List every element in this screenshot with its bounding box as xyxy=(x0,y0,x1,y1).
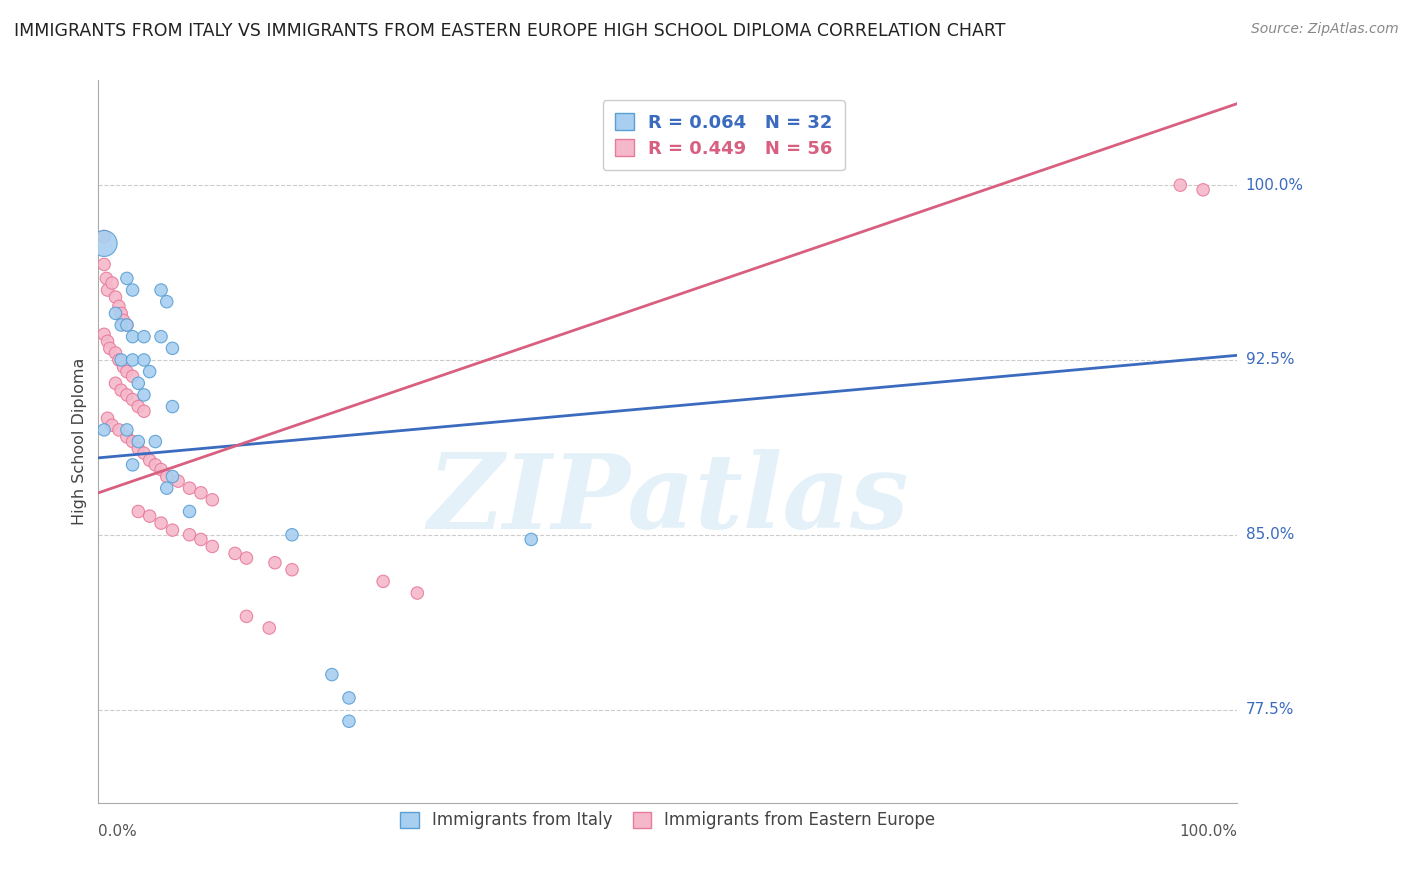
Point xyxy=(321,667,343,681)
Point xyxy=(115,423,138,437)
Point xyxy=(96,411,118,425)
Point xyxy=(96,271,118,285)
Point xyxy=(162,400,184,414)
Point xyxy=(179,504,201,518)
Point xyxy=(235,551,257,566)
Point xyxy=(121,369,143,384)
Point xyxy=(520,533,543,547)
Point xyxy=(115,271,138,285)
Point xyxy=(121,392,143,407)
Text: IMMIGRANTS FROM ITALY VS IMMIGRANTS FROM EASTERN EUROPE HIGH SCHOOL DIPLOMA CORR: IMMIGRANTS FROM ITALY VS IMMIGRANTS FROM… xyxy=(14,22,1005,40)
Point xyxy=(132,388,155,402)
Text: ZIPatlas: ZIPatlas xyxy=(427,449,908,550)
Point xyxy=(1192,183,1215,197)
Point xyxy=(101,276,124,290)
Point xyxy=(96,334,118,349)
Point xyxy=(104,376,127,391)
Point xyxy=(179,481,201,495)
Point xyxy=(162,341,184,355)
Point xyxy=(138,365,160,379)
Point xyxy=(93,229,115,244)
Point xyxy=(201,492,224,507)
Point xyxy=(132,404,155,418)
Point xyxy=(127,504,149,518)
Point xyxy=(156,481,179,495)
Legend: Immigrants from Italy, Immigrants from Eastern Europe: Immigrants from Italy, Immigrants from E… xyxy=(392,803,943,838)
Point xyxy=(162,523,184,537)
Point xyxy=(121,434,143,449)
Point xyxy=(110,306,132,320)
Point xyxy=(167,474,190,488)
Point xyxy=(150,283,173,297)
Point xyxy=(110,353,132,368)
Point xyxy=(104,290,127,304)
Point xyxy=(127,442,149,456)
Point xyxy=(112,313,135,327)
Point xyxy=(93,236,115,251)
Point xyxy=(110,384,132,398)
Point xyxy=(121,283,143,297)
Point xyxy=(112,359,135,374)
Point xyxy=(96,283,118,297)
Point xyxy=(104,306,127,320)
Point xyxy=(150,329,173,343)
Point xyxy=(259,621,281,635)
Point xyxy=(201,540,224,554)
Point xyxy=(93,327,115,342)
Point xyxy=(110,318,132,332)
Point xyxy=(371,574,394,589)
Point xyxy=(150,462,173,476)
Point xyxy=(108,353,131,368)
Point xyxy=(108,299,131,313)
Point xyxy=(264,556,287,570)
Point xyxy=(145,434,167,449)
Point xyxy=(115,430,138,444)
Text: 92.5%: 92.5% xyxy=(1246,352,1294,368)
Point xyxy=(101,418,124,433)
Point xyxy=(115,388,138,402)
Y-axis label: High School Diploma: High School Diploma xyxy=(72,358,87,525)
Point xyxy=(132,446,155,460)
Point xyxy=(224,546,246,560)
Point xyxy=(337,714,360,729)
Point xyxy=(115,318,138,332)
Point xyxy=(115,318,138,332)
Point xyxy=(162,469,184,483)
Point xyxy=(132,329,155,343)
Point xyxy=(138,453,160,467)
Point xyxy=(121,329,143,343)
Point xyxy=(104,346,127,360)
Point xyxy=(156,469,179,483)
Text: 85.0%: 85.0% xyxy=(1246,527,1294,542)
Point xyxy=(179,528,201,542)
Point xyxy=(132,353,155,368)
Point xyxy=(138,509,160,524)
Point xyxy=(108,423,131,437)
Point xyxy=(145,458,167,472)
Point xyxy=(281,563,304,577)
Point xyxy=(281,528,304,542)
Point xyxy=(190,533,212,547)
Point xyxy=(115,365,138,379)
Text: 0.0%: 0.0% xyxy=(98,824,138,839)
Point xyxy=(235,609,257,624)
Point xyxy=(127,400,149,414)
Point xyxy=(127,376,149,391)
Point xyxy=(121,458,143,472)
Text: 100.0%: 100.0% xyxy=(1246,178,1303,193)
Point xyxy=(93,423,115,437)
Text: 77.5%: 77.5% xyxy=(1246,702,1294,717)
Point xyxy=(127,434,149,449)
Point xyxy=(1170,178,1192,193)
Point xyxy=(121,353,143,368)
Point xyxy=(93,257,115,271)
Point xyxy=(98,341,121,355)
Text: 100.0%: 100.0% xyxy=(1180,824,1237,839)
Point xyxy=(150,516,173,530)
Point xyxy=(406,586,429,600)
Point xyxy=(337,690,360,705)
Point xyxy=(156,294,179,309)
Point xyxy=(190,485,212,500)
Text: Source: ZipAtlas.com: Source: ZipAtlas.com xyxy=(1251,22,1399,37)
